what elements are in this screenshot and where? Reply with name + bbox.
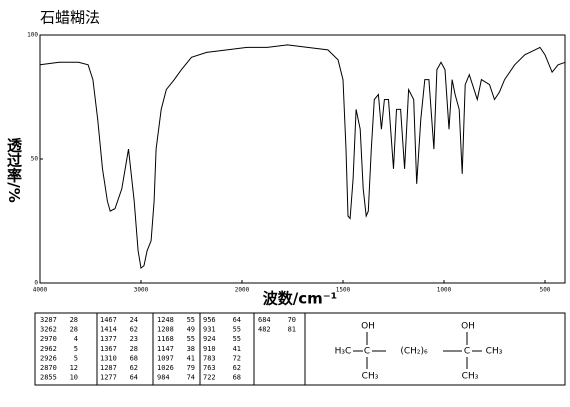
y-tick-label: 0 <box>34 280 38 287</box>
peak-wavenumber: 2926 <box>40 354 57 362</box>
peak-transmittance: 62 <box>130 326 138 334</box>
peak-transmittance: 55 <box>233 335 241 343</box>
peak-wavenumber: 1248 <box>157 316 174 324</box>
peak-wavenumber: 984 <box>157 374 170 382</box>
peak-wavenumber: 1277 <box>100 374 117 382</box>
group: C <box>464 347 470 357</box>
peak-transmittance: 70 <box>288 316 296 324</box>
x-tick-label: 4000 <box>33 287 48 294</box>
peak-transmittance: 28 <box>70 316 78 324</box>
structure: H₃C C (CH₂)₆ C CH₃ OH OH CH₃ CH₃ <box>335 322 503 382</box>
spectrum-line <box>39 44 566 270</box>
x-tick-label: 3000 <box>134 287 149 294</box>
peak-transmittance: 62 <box>130 364 138 372</box>
peak-transmittance: 24 <box>130 316 138 324</box>
peak-wavenumber: 956 <box>203 316 216 324</box>
group: C <box>364 347 370 357</box>
peak-transmittance: 62 <box>233 364 241 372</box>
peak-transmittance: 28 <box>70 326 78 334</box>
x-tick-label: 500 <box>540 287 551 294</box>
peak-wavenumber: 1414 <box>100 326 117 334</box>
group: CH₃ <box>362 372 379 382</box>
x-axis-label: 波数/cm⁻¹ <box>263 290 338 308</box>
group: CH₃ <box>486 347 503 357</box>
table-dividers <box>96 313 306 385</box>
peak-transmittance: 64 <box>233 316 241 324</box>
peak-transmittance: 38 <box>187 345 195 353</box>
peak-transmittance: 28 <box>130 345 138 353</box>
group: H₃C <box>335 347 352 357</box>
plot-frame <box>39 34 566 284</box>
peak-wavenumber: 2870 <box>40 364 57 372</box>
peak-wavenumber: 1467 <box>100 316 117 324</box>
peak-wavenumber: 1367 <box>100 345 117 353</box>
peak-wavenumber: 722 <box>203 374 216 382</box>
peak-wavenumber: 2855 <box>40 374 57 382</box>
peak-transmittance: 74 <box>187 374 195 382</box>
peak-wavenumber: 1287 <box>100 364 117 372</box>
peak-transmittance: 68 <box>130 354 138 362</box>
x-tick-label: 1000 <box>437 287 452 294</box>
y-axis-label: 透过率/% <box>5 137 23 203</box>
peak-transmittance: 10 <box>70 374 78 382</box>
peak-transmittance: 55 <box>187 335 195 343</box>
y-tick-label: 100 <box>27 32 38 39</box>
peak-transmittance: 72 <box>233 354 241 362</box>
peak-transmittance: 5 <box>74 345 78 353</box>
peak-transmittance: 64 <box>130 374 138 382</box>
peak-wavenumber: 783 <box>203 354 216 362</box>
group: (CH₂)₆ <box>400 347 428 357</box>
peak-wavenumber: 482 <box>258 326 271 334</box>
peak-transmittance: 41 <box>233 345 241 353</box>
x-tick-label: 1500 <box>336 287 351 294</box>
peak-wavenumber: 1097 <box>157 354 174 362</box>
peak-wavenumber: 1026 <box>157 364 174 372</box>
peak-transmittance: 5 <box>74 354 78 362</box>
chart-title: 石蜡糊法 <box>40 9 100 27</box>
peak-transmittance: 12 <box>70 364 78 372</box>
peak-wavenumber: 3262 <box>40 326 57 334</box>
peak-transmittance: 23 <box>130 335 138 343</box>
peak-transmittance: 55 <box>187 316 195 324</box>
peak-wavenumber: 910 <box>203 345 216 353</box>
peak-wavenumber: 1377 <box>100 335 117 343</box>
peak-transmittance: 55 <box>233 326 241 334</box>
peak-wavenumber: 1168 <box>157 335 174 343</box>
peak-wavenumber: 763 <box>203 364 216 372</box>
peak-wavenumber: 2970 <box>40 335 57 343</box>
peak-wavenumber: 3287 <box>40 316 57 324</box>
table-frame <box>34 312 566 386</box>
peak-wavenumber: 924 <box>203 335 216 343</box>
peak-wavenumber: 2962 <box>40 345 57 353</box>
peak-transmittance: 79 <box>187 364 195 372</box>
peak-wavenumber: 684 <box>258 316 271 324</box>
x-tick-label: 2000 <box>235 287 250 294</box>
group: OH <box>461 322 475 332</box>
group: CH₃ <box>462 372 479 382</box>
y-tick-label: 50 <box>31 156 39 163</box>
peak-wavenumber: 1310 <box>100 354 117 362</box>
peak-transmittance: 4 <box>74 335 78 343</box>
peak-transmittance: 49 <box>187 326 195 334</box>
peak-transmittance: 41 <box>187 354 195 362</box>
peak-transmittance: 68 <box>233 374 241 382</box>
peak-wavenumber: 931 <box>203 326 216 334</box>
peak-wavenumber: 1147 <box>157 345 174 353</box>
peak-transmittance: 81 <box>288 326 296 334</box>
peak-wavenumber: 1208 <box>157 326 174 334</box>
group: OH <box>361 322 375 332</box>
